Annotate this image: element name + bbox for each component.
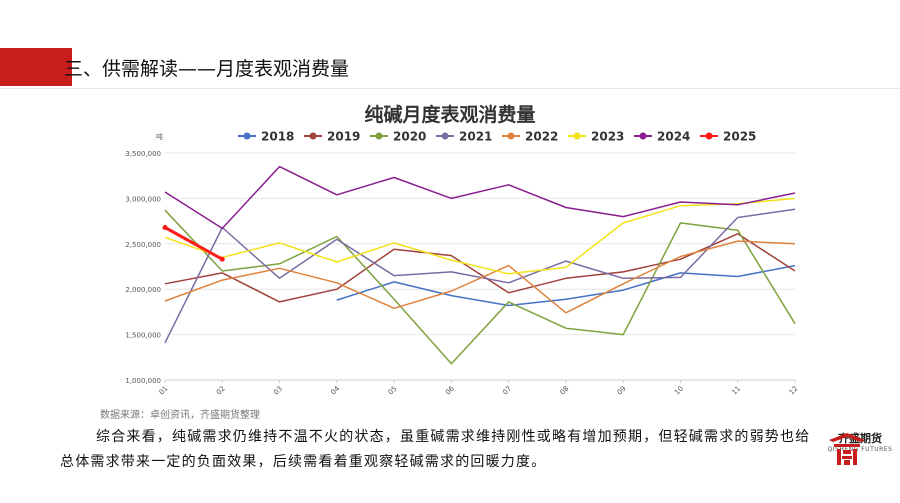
x-tick-label: 10 bbox=[673, 385, 685, 396]
legend-label-2018: 2018 bbox=[261, 130, 294, 144]
title-accent-bar bbox=[0, 48, 72, 86]
y-tick-label: 3,000,000 bbox=[125, 195, 161, 203]
x-tick-label: 02 bbox=[215, 385, 227, 396]
x-tick-label: 01 bbox=[158, 385, 170, 396]
x-tick-label: 08 bbox=[559, 385, 571, 396]
x-tick-label: 09 bbox=[616, 385, 628, 396]
x-tick-label: 06 bbox=[444, 384, 456, 396]
title-divider bbox=[0, 88, 900, 89]
y-tick-label: 3,500,000 bbox=[125, 150, 161, 158]
y-tick-label: 2,500,000 bbox=[125, 241, 161, 249]
series-line-2022 bbox=[164, 240, 796, 314]
y-axis-unit-label: 吨 bbox=[156, 132, 163, 141]
legend-marker-2023 bbox=[573, 132, 581, 140]
legend-label-2022: 2022 bbox=[525, 130, 558, 144]
data-point-2025 bbox=[162, 224, 168, 230]
legend-marker-2019 bbox=[309, 132, 317, 140]
legend-label-2025: 2025 bbox=[723, 130, 756, 144]
legend-label-2024: 2024 bbox=[657, 130, 690, 144]
y-tick-label: 1,500,000 bbox=[125, 332, 161, 340]
x-tick-label: 12 bbox=[788, 385, 800, 396]
x-tick-label: 05 bbox=[387, 385, 399, 396]
chart-container: 纯碱月度表观消费量 吨 1,000,000 1,500,000 2,000,000 2,… bbox=[90, 96, 810, 396]
legend-label-2021: 2021 bbox=[459, 130, 492, 144]
legend-marker-2021 bbox=[441, 132, 449, 140]
legend-label-2023: 2023 bbox=[591, 130, 624, 144]
y-tick-label: 2,000,000 bbox=[125, 286, 161, 294]
legend-marker-2018 bbox=[243, 132, 251, 140]
x-tick-label: 11 bbox=[730, 385, 742, 396]
series-line-2023 bbox=[164, 197, 796, 275]
slide-title: 三、供需解读——月度表观消费量 bbox=[64, 58, 350, 80]
line-chart: 吨 1,000,000 1,500,000 2,000,000 2,500,000 3,0… bbox=[125, 130, 800, 397]
chart-title: 纯碱月度表观消费量 bbox=[364, 104, 536, 126]
series-line-2021 bbox=[164, 208, 796, 344]
series-line-2024 bbox=[164, 165, 796, 230]
source-note: 数据来源：卓创资讯，齐盛期货整理 bbox=[100, 410, 260, 421]
logo-emblem-icon bbox=[829, 433, 865, 465]
logo-text-en: QISHENG FUTURES bbox=[827, 446, 893, 453]
series-line-2025 bbox=[164, 226, 224, 261]
y-tick-label: 1,000,000 bbox=[125, 377, 161, 385]
data-point-2025 bbox=[219, 256, 225, 262]
legend-marker-2024 bbox=[639, 132, 647, 140]
legend-label-2019: 2019 bbox=[327, 130, 360, 144]
series-line-2018 bbox=[336, 264, 796, 307]
x-tick-label: 03 bbox=[272, 385, 284, 396]
x-tick-label: 04 bbox=[329, 384, 341, 396]
series-line-2020 bbox=[164, 209, 796, 365]
summary-text: 综合来看，纯碱需求仍维持不温不火的状态，虽重碱需求维持刚性或略有增加预期，但轻碱… bbox=[60, 429, 811, 470]
legend-marker-2022 bbox=[507, 132, 515, 140]
summary-paragraph: 综合来看，纯碱需求仍维持不温不火的状态，虽重碱需求维持刚性或略有增加预期，但轻碱… bbox=[60, 425, 820, 475]
series-line-2019 bbox=[164, 233, 796, 303]
legend-marker-2025 bbox=[705, 132, 713, 140]
legend-marker-2020 bbox=[375, 132, 383, 140]
x-tick-label: 07 bbox=[501, 385, 513, 396]
legend-label-2020: 2020 bbox=[393, 130, 426, 144]
company-logo: 齐盛期货 QISHENG FUTURES bbox=[825, 430, 895, 465]
